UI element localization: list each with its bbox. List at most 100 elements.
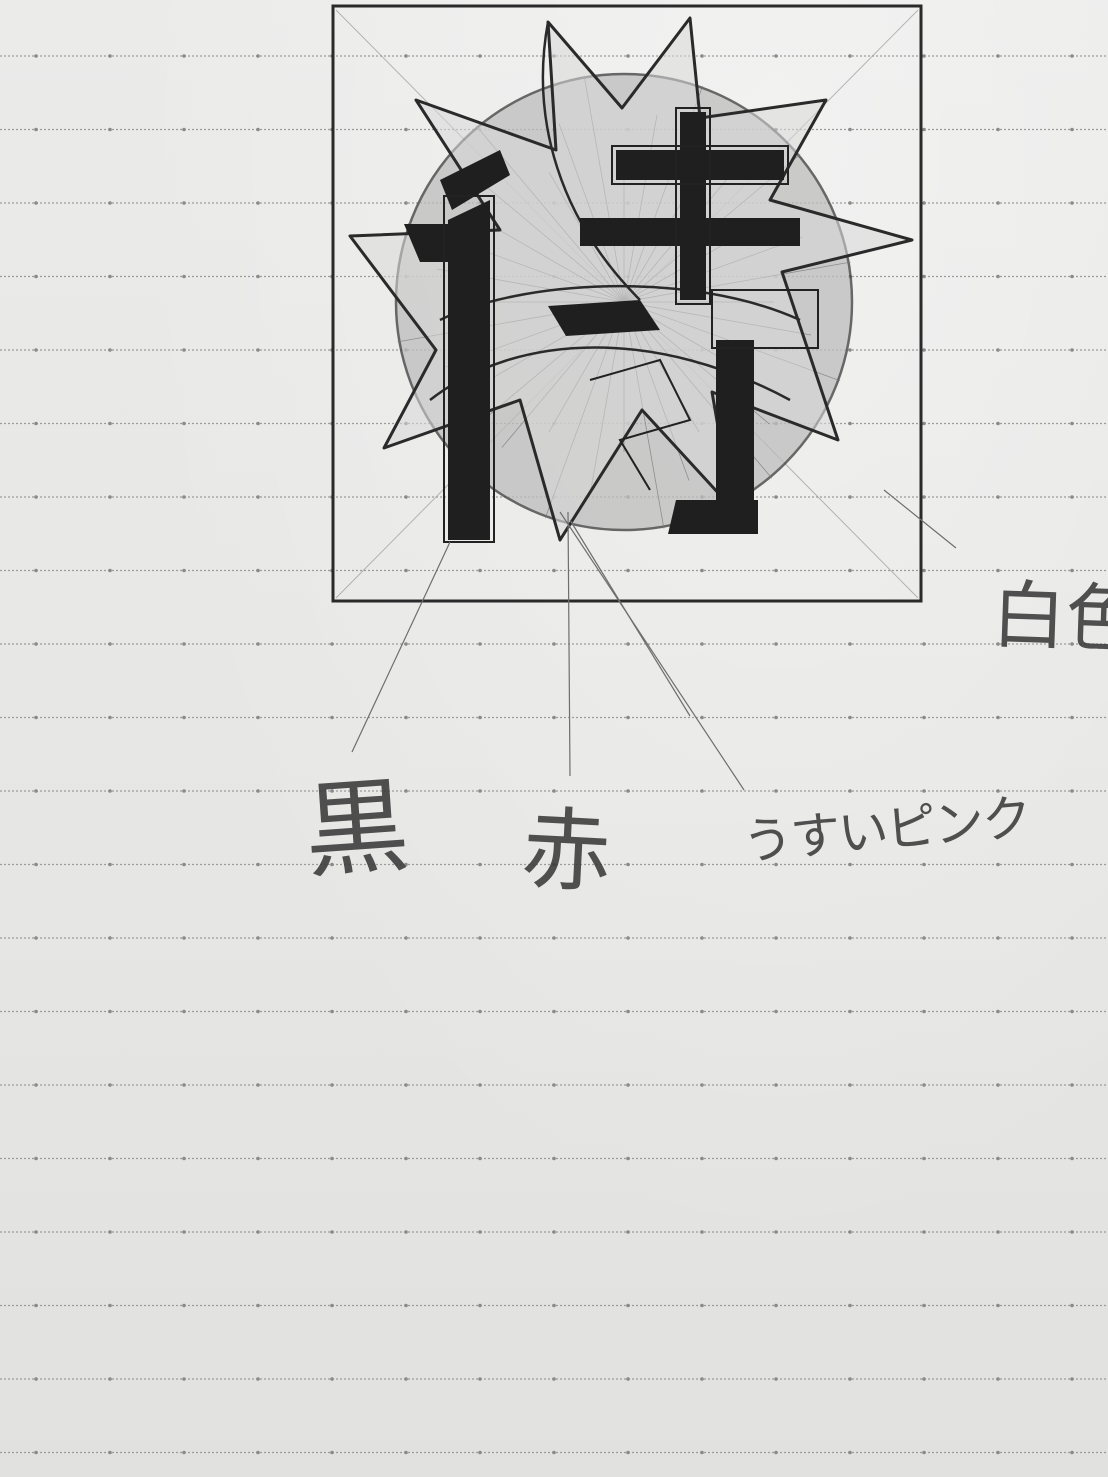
rule-dot — [774, 1083, 778, 1087]
rule-dot — [330, 1450, 334, 1455]
rule-dot — [700, 54, 704, 58]
rule-dot — [996, 1303, 1000, 1308]
rule-dot — [256, 348, 260, 352]
rule-dot — [626, 862, 630, 867]
rule-dot — [848, 862, 852, 867]
rule-dot — [922, 789, 926, 793]
rule-dot — [330, 1377, 334, 1381]
rule-dot — [108, 789, 112, 793]
rule-dot — [478, 862, 482, 867]
rule-dot — [626, 1156, 630, 1161]
rule-dot — [774, 495, 778, 499]
rule-dot — [108, 568, 112, 573]
rule-dot — [848, 495, 852, 499]
rule-dot — [182, 1230, 186, 1234]
rule-dot — [34, 201, 38, 205]
rule-dot — [256, 568, 260, 573]
rule-dot — [996, 1009, 1000, 1014]
rule-dot — [996, 862, 1000, 867]
square-frame — [331, 4, 923, 603]
rule-dot — [996, 715, 1000, 720]
rule-dot — [1070, 568, 1074, 573]
rule-dot — [256, 789, 260, 793]
rule-dot — [552, 1009, 556, 1014]
rule-dot — [1070, 1083, 1074, 1087]
rule-dot — [1070, 1230, 1074, 1234]
rule-dot — [330, 1230, 334, 1234]
label-white: 白色 — [990, 572, 1108, 664]
rule-dot — [182, 54, 186, 58]
rule-dot — [478, 1156, 482, 1161]
rule-dot — [774, 715, 778, 720]
rule-dot — [182, 789, 186, 793]
rule-dot — [478, 1450, 482, 1455]
rule-dot — [848, 1009, 852, 1014]
rule-dot — [330, 715, 334, 720]
rule-dot — [774, 1009, 778, 1014]
rule-dot — [108, 1230, 112, 1234]
rule-dot — [774, 1303, 778, 1308]
rule-dot — [552, 936, 556, 940]
rule-dot — [182, 495, 186, 499]
rule-dot — [108, 274, 112, 279]
rule-dot — [1070, 127, 1074, 132]
kanji-blocks — [404, 112, 800, 540]
rule-dot — [922, 274, 926, 279]
rule-dot — [330, 1009, 334, 1014]
rule-dot — [34, 642, 38, 646]
kanji-outlines — [443, 107, 819, 543]
rule-dot — [848, 348, 852, 352]
rule-dot — [34, 1377, 38, 1381]
rule-dot — [108, 936, 112, 940]
rule-dot — [108, 54, 112, 58]
rule-dot — [700, 568, 704, 573]
label-red: 赤 — [518, 796, 615, 907]
rule-dot — [626, 1303, 630, 1308]
rule-dot — [1070, 495, 1074, 499]
rule-dot — [256, 642, 260, 646]
rule-dot — [700, 1450, 704, 1455]
rule-dot — [996, 1377, 1000, 1381]
rule-dot — [256, 1156, 260, 1161]
rule-dot — [996, 568, 1000, 573]
rule-dot — [922, 1303, 926, 1308]
rule-dot — [34, 936, 38, 940]
rule-dot — [700, 1230, 704, 1234]
rule-dot — [404, 642, 408, 646]
rule-dot — [182, 568, 186, 573]
rule-dot — [404, 127, 408, 132]
rule-dot — [256, 495, 260, 499]
rule-dot — [256, 274, 260, 279]
rule-dot — [848, 1083, 852, 1087]
rule-dot — [256, 1303, 260, 1308]
rule-dot — [404, 789, 408, 793]
rule-dot — [848, 936, 852, 940]
rule-dot — [626, 54, 630, 58]
rule-dot — [34, 421, 38, 426]
rule-dot — [256, 862, 260, 867]
rule-dot — [1070, 862, 1074, 867]
rule-dot — [996, 1450, 1000, 1455]
rule-dot — [108, 1009, 112, 1014]
rule-dot — [922, 642, 926, 646]
rule-dot — [774, 1230, 778, 1234]
rule-dot — [922, 1230, 926, 1234]
rule-dot — [774, 1450, 778, 1455]
rule-dot — [182, 421, 186, 426]
rule-dot — [34, 789, 38, 793]
rule-dot — [182, 274, 186, 279]
rule-dot — [1070, 54, 1074, 58]
rule-dot — [922, 1083, 926, 1087]
rule-dot — [996, 274, 1000, 279]
rule-dot — [404, 1156, 408, 1161]
rule-dot — [108, 1083, 112, 1087]
rule-dot — [1070, 1450, 1074, 1455]
rule-dot — [108, 715, 112, 720]
rule-dot — [922, 568, 926, 573]
rule-dot — [552, 1303, 556, 1308]
rule-dot — [922, 54, 926, 58]
rule-dot — [996, 936, 1000, 940]
rule-dot — [700, 1083, 704, 1087]
rule-dot — [700, 1303, 704, 1308]
rule-dot — [626, 936, 630, 940]
